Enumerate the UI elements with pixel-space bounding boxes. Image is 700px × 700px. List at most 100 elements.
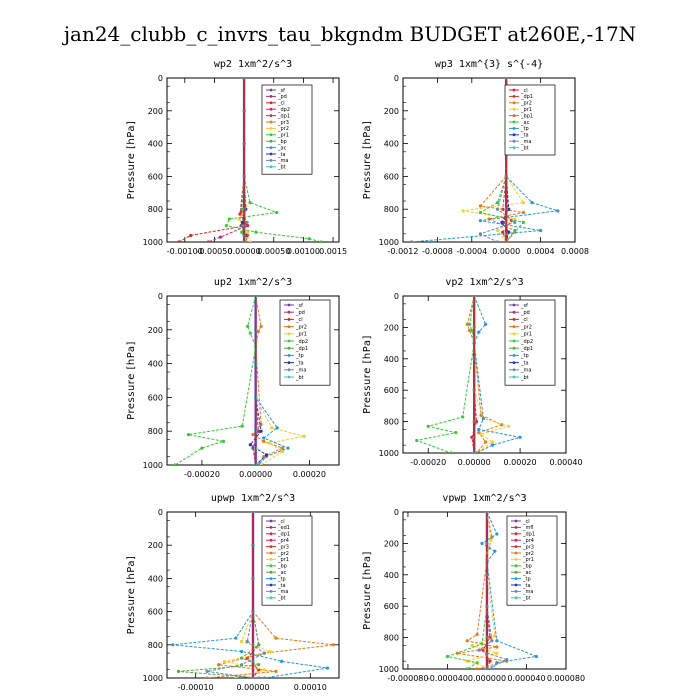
series-point-tp bbox=[539, 228, 543, 233]
y-tick-label: 200 bbox=[148, 541, 163, 550]
panel-title: vp2 1xm^2/s^3 bbox=[445, 277, 523, 288]
series-point-ac bbox=[257, 663, 261, 667]
legend-marker bbox=[512, 318, 516, 321]
series-point-tp bbox=[262, 676, 267, 678]
x-tick-label: -0.0004 bbox=[456, 247, 487, 256]
series-group bbox=[171, 512, 335, 678]
series-point-dp2 bbox=[248, 331, 252, 335]
series-point-tp bbox=[518, 435, 522, 439]
series-point-ta bbox=[500, 220, 504, 224]
series-point-pr1 bbox=[479, 432, 483, 436]
series-point-dp1 bbox=[501, 230, 505, 234]
plot-frame bbox=[166, 77, 340, 243]
y-tick-label: 600 bbox=[148, 172, 163, 181]
series-point-pr1 bbox=[254, 230, 258, 234]
series-line-dp2 bbox=[174, 296, 257, 465]
series-point-bp bbox=[475, 661, 479, 665]
legend-marker bbox=[512, 114, 516, 117]
legend-marker bbox=[512, 146, 516, 150]
legend-entry: _cl bbox=[520, 88, 528, 94]
legend-marker bbox=[287, 318, 291, 321]
series-point-dp2 bbox=[200, 446, 204, 450]
legend-marker bbox=[287, 375, 291, 379]
series-point-pr1 bbox=[496, 228, 500, 233]
series-point-ma bbox=[245, 639, 249, 644]
series-point-ma bbox=[239, 663, 244, 667]
series-point-tp bbox=[325, 666, 330, 670]
x-tick-label: 0.00020 bbox=[504, 458, 537, 467]
x-tick-label: 0.00010 bbox=[294, 683, 327, 692]
panel-6: vpwp 1xm^2/s^3 Pressure [hPa] 0 200 400 600 80… bbox=[362, 493, 585, 683]
series-line-ma bbox=[478, 512, 509, 669]
series-point-tp bbox=[534, 654, 538, 659]
series-point-ma bbox=[496, 207, 500, 211]
series-point-pr2 bbox=[217, 663, 221, 667]
legend-marker bbox=[512, 375, 516, 379]
series-point-tp bbox=[410, 240, 414, 242]
legend-marker bbox=[269, 159, 273, 162]
series-line-pr2 bbox=[252, 296, 284, 465]
legend-marker bbox=[269, 558, 273, 561]
x-tick-label: -0.0012 bbox=[388, 247, 419, 256]
y-tick-label: 1000 bbox=[143, 674, 163, 683]
legend-marker bbox=[514, 590, 518, 593]
legend-entry: _pr1 bbox=[522, 557, 534, 563]
panel-title: wp3 1xm^{3} s^{-4} bbox=[435, 59, 543, 70]
legend-marker bbox=[287, 310, 291, 314]
legend-entry: _bt bbox=[295, 375, 304, 381]
x-tick-label: -0.000040 bbox=[427, 674, 468, 683]
series-point-ma bbox=[505, 657, 509, 662]
series-point-pr2 bbox=[467, 328, 472, 333]
series-line-dp2 bbox=[414, 296, 475, 453]
legend-entry: _ma bbox=[277, 158, 288, 164]
y-tick-label: 600 bbox=[384, 602, 399, 611]
legend-marker bbox=[269, 133, 273, 137]
legend-entry: _ma bbox=[520, 139, 531, 145]
y-tick-label: 0 bbox=[158, 74, 163, 83]
legend-marker bbox=[514, 564, 518, 568]
legend-entry: _bp bbox=[522, 564, 532, 570]
legend-marker bbox=[514, 577, 518, 580]
legend-marker bbox=[269, 114, 273, 117]
series-point-pr1 bbox=[224, 224, 228, 228]
series-point-tp bbox=[280, 659, 284, 664]
series-point-ta bbox=[507, 207, 511, 211]
legend-entry: _ta bbox=[295, 360, 304, 366]
series-point-pr1 bbox=[275, 210, 279, 215]
legend-marker bbox=[269, 596, 273, 600]
legend-marker bbox=[287, 361, 291, 364]
y-tick-label: 1000 bbox=[379, 449, 399, 458]
series-point-tp bbox=[530, 201, 534, 205]
legend-marker bbox=[512, 88, 516, 92]
legend-marker bbox=[269, 101, 273, 105]
series-point-pr2 bbox=[248, 240, 252, 242]
legend-entry: _pr2 bbox=[295, 324, 307, 330]
series-point-tp bbox=[171, 643, 175, 647]
legend-entry: _bt bbox=[520, 375, 529, 381]
legend-entry: _pr2 bbox=[520, 101, 532, 107]
legend-entry: _sf bbox=[277, 88, 285, 94]
y-tick-label: 0 bbox=[158, 292, 163, 301]
series-point-cl bbox=[470, 435, 474, 439]
legend-entry: _dp2 bbox=[520, 339, 533, 345]
x-tick-label: 0.00050 bbox=[257, 247, 290, 256]
series-point-tp bbox=[480, 541, 484, 546]
x-tick-label: -0.00020 bbox=[184, 470, 220, 479]
series-point-pr2 bbox=[331, 643, 335, 647]
legend-marker bbox=[269, 532, 273, 536]
legend-marker bbox=[514, 551, 518, 555]
series-point-pr1 bbox=[280, 449, 285, 454]
legend-marker bbox=[512, 361, 516, 364]
legend-marker bbox=[269, 551, 273, 555]
series-point-ac bbox=[478, 210, 482, 215]
legend-entry: _bp bbox=[277, 564, 287, 570]
series-point-pr1 bbox=[267, 441, 271, 445]
y-tick-label: 400 bbox=[148, 140, 163, 149]
legend-marker bbox=[287, 325, 291, 328]
legend-entry: _bp1 bbox=[520, 113, 533, 119]
series-point-tp bbox=[481, 416, 485, 421]
legend-marker bbox=[287, 346, 291, 350]
legend-marker bbox=[512, 133, 516, 137]
series-point-pr1 bbox=[507, 424, 511, 428]
panel-3: up2 1xm^2/s^3 Pressure [hPa] 0 200 400 600 800… bbox=[126, 277, 340, 479]
